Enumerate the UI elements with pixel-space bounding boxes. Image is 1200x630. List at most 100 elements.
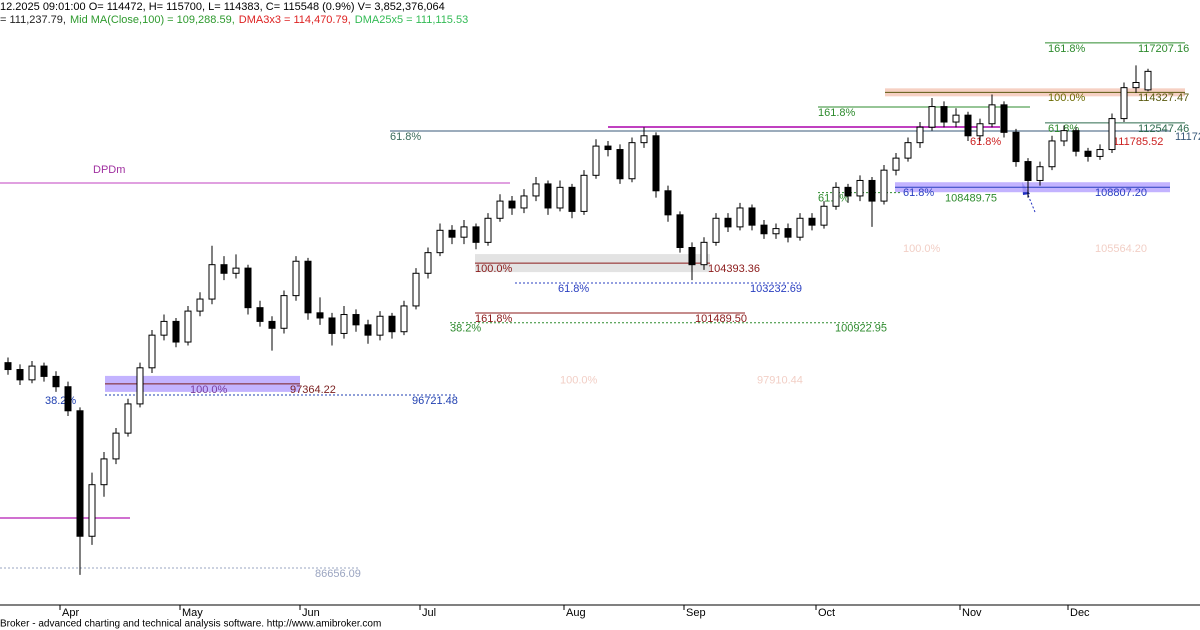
candle-body bbox=[436, 229, 444, 254]
candle-body bbox=[1144, 70, 1152, 91]
candle-body bbox=[508, 200, 516, 209]
candle-body bbox=[364, 324, 372, 336]
level-ratio: 61.8% bbox=[903, 187, 934, 199]
candle-body bbox=[196, 298, 204, 312]
candle-body bbox=[172, 320, 180, 343]
x-tick-label: May bbox=[182, 607, 203, 619]
candle-body bbox=[52, 375, 60, 388]
level-ratio: 100.0% bbox=[190, 384, 228, 396]
header: 12.2025 09:01:00 O= 114472, H= 115700, L… bbox=[0, 1, 445, 13]
candle-body bbox=[904, 142, 912, 159]
level-value: 111785.52 bbox=[1113, 136, 1163, 148]
level-ratio: 161.8% bbox=[818, 107, 856, 119]
level-value: 101489.50 bbox=[695, 313, 747, 325]
level-ratio: 100.0% bbox=[475, 263, 513, 275]
candle-body bbox=[100, 458, 108, 486]
candle-body bbox=[160, 320, 168, 336]
candle-body bbox=[280, 295, 288, 329]
level-ratio: 100.0% bbox=[903, 243, 941, 255]
level-ratio: 61.8% bbox=[558, 283, 589, 295]
candle-body bbox=[472, 226, 480, 243]
candle-body bbox=[292, 260, 300, 297]
level-value: 104393.36 bbox=[708, 263, 760, 275]
candle-body bbox=[568, 186, 576, 212]
candle-body bbox=[580, 174, 588, 212]
candle-body bbox=[1012, 131, 1020, 163]
candle-body bbox=[376, 315, 384, 336]
candle-body bbox=[1072, 130, 1080, 152]
candle-body bbox=[712, 217, 720, 243]
candle-body bbox=[1120, 87, 1128, 120]
level-value: 108489.75 bbox=[945, 193, 997, 205]
level-value: 11172 bbox=[1175, 131, 1200, 143]
candle-body bbox=[4, 362, 12, 371]
candle-body bbox=[124, 403, 132, 434]
x-tick-label: Dec bbox=[1070, 607, 1090, 619]
level-value: 117207.16 bbox=[1138, 43, 1189, 55]
candle-body bbox=[724, 217, 732, 228]
candle-body bbox=[460, 226, 468, 238]
candle-body bbox=[964, 114, 972, 137]
candle-body bbox=[832, 186, 840, 207]
candle-body bbox=[340, 314, 348, 334]
candle-body bbox=[232, 267, 240, 274]
candle-body bbox=[484, 217, 492, 243]
candle-body bbox=[1132, 82, 1140, 89]
level-value: 112547.46 bbox=[1138, 123, 1189, 135]
candle-body bbox=[748, 207, 756, 226]
candle-body bbox=[952, 114, 960, 123]
candle-body bbox=[64, 386, 72, 412]
candle-body bbox=[700, 241, 708, 266]
candle-body bbox=[532, 183, 540, 197]
candle-body bbox=[1000, 104, 1008, 133]
level-value: 86656.09 bbox=[315, 568, 361, 580]
level-value: 96721.48 bbox=[412, 395, 458, 407]
candle-body bbox=[820, 205, 828, 226]
candle-body bbox=[88, 484, 96, 537]
level-ratio: 161.8% bbox=[475, 313, 513, 325]
x-tick-label: Sep bbox=[686, 607, 706, 619]
candle-body bbox=[28, 365, 36, 381]
level-ratio: 100.0% bbox=[1048, 92, 1086, 104]
level-value: 108807.20 bbox=[1095, 187, 1147, 199]
candle-body bbox=[112, 432, 120, 460]
candle-body bbox=[1048, 140, 1056, 168]
candle-body bbox=[148, 334, 156, 369]
candle-body bbox=[40, 365, 48, 377]
candle-body bbox=[640, 135, 648, 144]
x-tick-label: Apr bbox=[62, 607, 79, 619]
candle-body bbox=[388, 315, 396, 333]
candle-body bbox=[880, 169, 888, 202]
level-ratio: 161.8% bbox=[1048, 43, 1086, 55]
candle-body bbox=[424, 252, 432, 274]
candle-body bbox=[352, 314, 360, 326]
candle-body bbox=[844, 186, 852, 197]
candle-body bbox=[448, 229, 456, 238]
candle-body bbox=[1060, 130, 1068, 142]
candle-body bbox=[556, 186, 564, 209]
candle-body bbox=[76, 410, 84, 537]
candle-body bbox=[208, 264, 216, 300]
candle-body bbox=[616, 149, 624, 180]
x-tick-label: Oct bbox=[818, 607, 835, 619]
candle-body bbox=[808, 217, 816, 226]
candle-body bbox=[1108, 118, 1116, 151]
candle-body bbox=[916, 126, 924, 144]
x-tick-label: Jun bbox=[302, 607, 320, 619]
candle-body bbox=[892, 157, 900, 171]
candle-body bbox=[856, 179, 864, 197]
annotation: DPDm bbox=[93, 164, 125, 176]
level-value: 97364.22 bbox=[290, 384, 336, 396]
candle-body bbox=[628, 142, 636, 180]
indicator: Mid MA(Close,100) = 109,288.59, bbox=[70, 14, 235, 26]
candle-body bbox=[688, 247, 696, 266]
candle-body bbox=[184, 310, 192, 343]
candle-body bbox=[16, 369, 24, 381]
candle-body bbox=[988, 104, 996, 125]
candle-body bbox=[268, 320, 276, 329]
x-tick-label: Jul bbox=[422, 607, 436, 619]
candle-body bbox=[784, 228, 792, 238]
level-value: 105564.20 bbox=[1095, 243, 1147, 255]
candle-body bbox=[1024, 161, 1032, 181]
